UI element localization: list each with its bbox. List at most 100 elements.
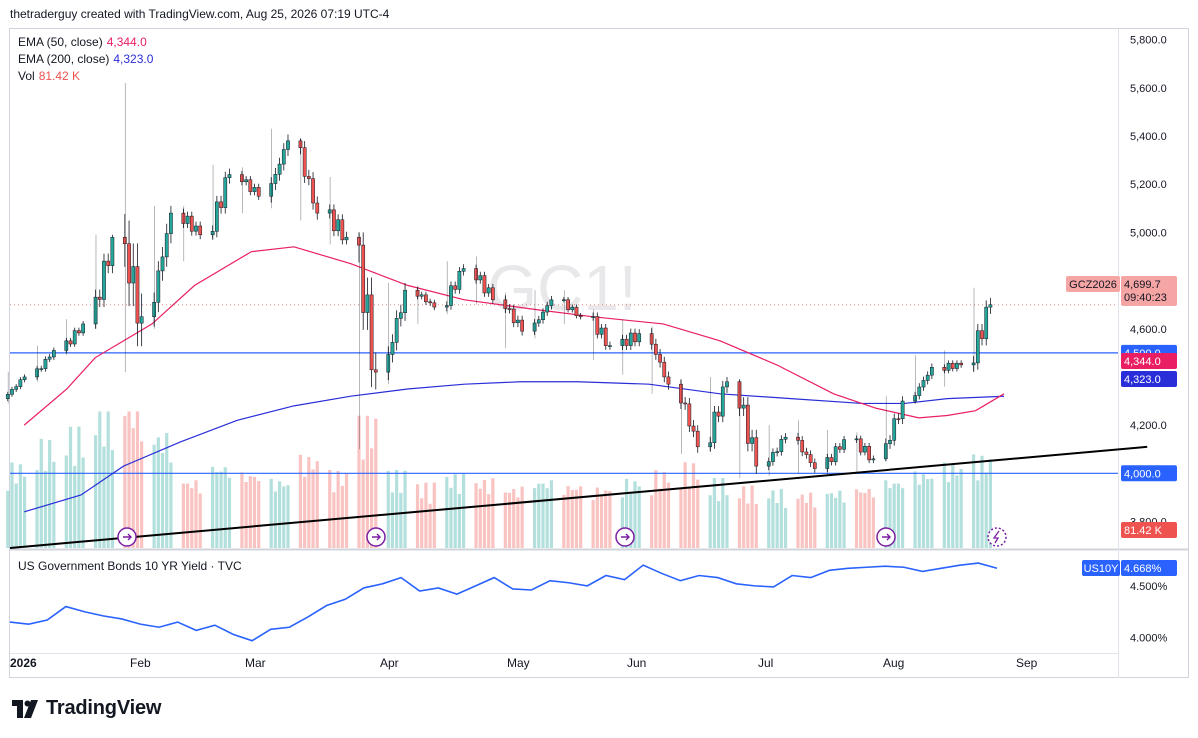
- candle-body: [77, 330, 81, 334]
- volume-bar: [549, 480, 553, 548]
- candle-body: [838, 446, 842, 450]
- candle-body: [637, 333, 642, 343]
- candle-body: [766, 461, 771, 467]
- volume-bar: [478, 488, 482, 548]
- time-tick-label: Aug: [883, 656, 904, 670]
- volume-bar: [662, 472, 666, 548]
- volume-bar: [165, 432, 169, 548]
- candle-body: [361, 244, 366, 313]
- candle-body: [14, 386, 19, 390]
- volume-bar: [926, 479, 930, 548]
- volume-bar: [286, 485, 290, 548]
- candle-body: [160, 256, 165, 272]
- last-price-badge-text: 4,699.7: [1124, 279, 1161, 291]
- volume-bar: [14, 483, 18, 548]
- volume-bar: [742, 486, 746, 548]
- candle-body: [72, 330, 77, 345]
- volume-bar: [750, 485, 754, 548]
- candle-body: [252, 187, 257, 192]
- volume-bar: [395, 470, 399, 548]
- volume-bar: [570, 490, 574, 548]
- candle-body: [315, 202, 320, 214]
- volume-bar: [307, 457, 311, 548]
- volume-bar: [604, 490, 608, 548]
- symbol-badge: [1066, 276, 1120, 292]
- yield-tick-label: 4.500%: [1130, 581, 1168, 593]
- ema50-legend-label: EMA (50, close): [18, 35, 103, 49]
- ema50-badge: [1121, 353, 1177, 369]
- volume-bar: [507, 492, 512, 548]
- attribution-text: thetraderguy created with TradingView.co…: [10, 7, 390, 21]
- volume-bar: [461, 473, 466, 548]
- candle-body: [871, 458, 876, 461]
- volume-bar: [825, 493, 829, 548]
- volume-bar: [854, 489, 859, 548]
- candle-body: [106, 260, 111, 266]
- volume-bar: [277, 481, 282, 548]
- volume-bar: [771, 490, 775, 548]
- volume-bar: [369, 448, 374, 548]
- candle-body: [403, 289, 407, 313]
- candle-body: [181, 212, 186, 224]
- candle-body: [942, 367, 947, 371]
- volume-badge: [1121, 522, 1177, 538]
- volume-bar: [491, 478, 495, 548]
- candle-body: [975, 330, 980, 364]
- volume-bar: [198, 493, 202, 548]
- candle-body: [256, 187, 261, 197]
- candle-body: [536, 319, 541, 324]
- volume-bar: [537, 483, 541, 548]
- candle-body: [123, 236, 127, 244]
- candle-body: [921, 380, 926, 388]
- volume-bar: [901, 488, 905, 548]
- ema50-legend[interactable]: EMA (50, close) 4,344.0: [18, 35, 147, 49]
- candle-body: [453, 285, 458, 290]
- volume-bar: [211, 466, 215, 548]
- volume-bar: [859, 492, 863, 548]
- candle-body: [43, 358, 48, 369]
- volume-bar: [946, 482, 951, 548]
- volume-bar: [403, 470, 407, 548]
- candle-body: [18, 379, 23, 387]
- candle-body: [578, 315, 583, 317]
- volume-bar: [365, 415, 369, 548]
- candle-body: [984, 306, 989, 339]
- candle-body: [219, 201, 223, 208]
- candle-body: [461, 268, 466, 272]
- tradingview-logo[interactable]: TradingView: [12, 697, 161, 720]
- candle-body: [980, 330, 984, 339]
- candle-body: [269, 183, 274, 197]
- volume-bar: [917, 484, 921, 548]
- candle-body: [516, 319, 520, 323]
- candle-body: [22, 376, 27, 380]
- candle-body: [311, 178, 315, 204]
- ema200-line: [24, 381, 1005, 513]
- ema50-line: [23, 246, 1005, 426]
- candle-body: [189, 215, 194, 232]
- volume-legend[interactable]: Vol 81.42 K: [18, 69, 80, 83]
- candle-body: [102, 260, 106, 300]
- volume-bar: [984, 472, 988, 548]
- volume-bar: [73, 465, 77, 548]
- volume-bar: [77, 426, 81, 548]
- candle-body: [164, 233, 169, 258]
- candle-body: [716, 411, 721, 417]
- candle-body: [156, 270, 161, 303]
- price-tick-label: 5,000.0: [1130, 227, 1167, 239]
- candle-body: [240, 174, 244, 183]
- volume-bar: [48, 439, 52, 548]
- volume-bar: [796, 498, 800, 548]
- yield-legend[interactable]: US Government Bonds 10 YR Yield · TVC: [18, 559, 242, 573]
- volume-bar: [269, 478, 273, 548]
- volume-bar: [842, 502, 846, 548]
- volume-bar: [340, 485, 344, 548]
- volume-bar: [169, 462, 173, 548]
- symbol-badge-text: GCZ2026: [1069, 279, 1117, 291]
- volume-bar: [976, 480, 980, 548]
- ema200-legend[interactable]: EMA (200, close) 4,323.0: [18, 52, 153, 66]
- volume-bar: [608, 491, 612, 548]
- volume-bar: [666, 482, 671, 548]
- volume-bar: [135, 411, 140, 548]
- candle-body: [511, 308, 516, 323]
